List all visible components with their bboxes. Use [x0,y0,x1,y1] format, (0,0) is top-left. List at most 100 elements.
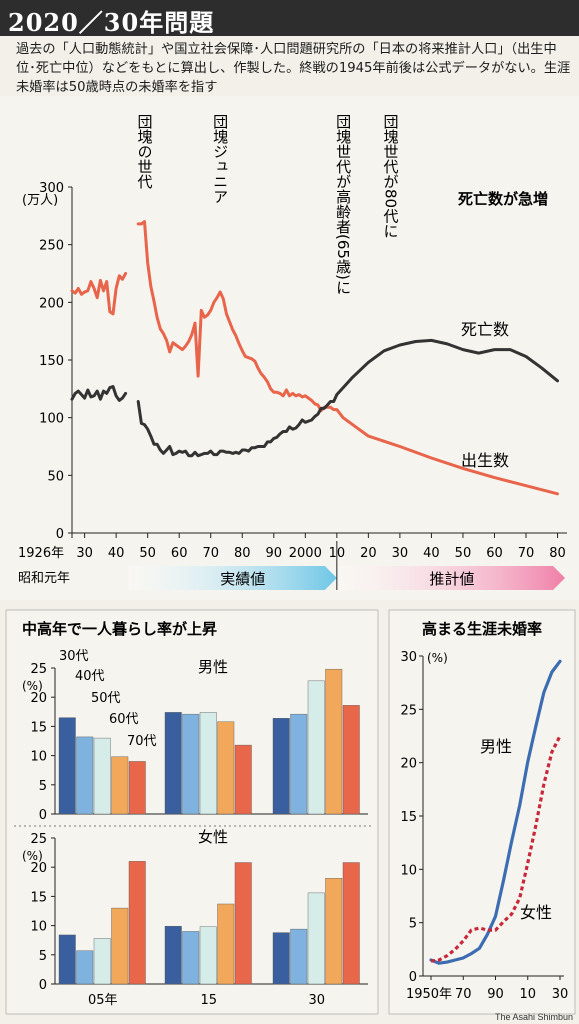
y-tick-label: 25 [30,832,47,847]
period-label-actual: 実績値 [220,570,265,588]
bar [58,934,76,985]
x-tick-label: 1926年 [18,546,64,561]
legend-label: 30代 [59,649,89,664]
series-line-female [430,735,562,963]
bar [307,892,325,985]
series-label-female: 女性 [520,903,552,922]
bar [272,932,290,985]
x-tick-label: 60 [486,546,503,561]
bar [182,931,200,985]
y-tick-label: 5 [39,779,47,794]
bar [76,950,94,985]
bar [234,862,252,985]
x-tick-label: 30 [552,987,569,1002]
chart-title: 死亡数が急増 [458,190,548,208]
y-unit-label: (%) [22,679,43,693]
main-chart-panel [0,96,579,600]
y-tick-label: 150 [39,354,64,369]
bar [164,925,182,985]
y-tick-label: 10 [30,920,47,935]
bar [93,737,111,815]
series-label-births: 出生数 [461,451,509,470]
bar [93,938,111,985]
bar [290,713,308,815]
annotation: 団塊世代が高齢者(65歳)に [334,114,352,295]
x-tick-label: 70 [518,546,535,561]
x-tick-label: 70 [202,546,219,561]
y-tick-label: 10 [30,750,47,765]
y-tick-label: 15 [30,720,47,735]
x-start-note: 昭和元年 [18,571,70,586]
credit: The Asahi Shimbun [494,1012,573,1022]
annotation: 団塊の世代 [136,114,154,190]
annotation: 団塊世代が80代に [381,114,399,238]
x-tick-label: 15 [200,993,217,1008]
x-tick-label: 80 [234,546,251,561]
period-label-forecast: 推計値 [429,570,474,588]
page-title: 2020／30年問題 [8,8,215,37]
x-tick-label: 50 [455,546,472,561]
description: 過去の「人口動態統計」や国立社会保障･人口問題研究所の「日本の将来推計人口」（出… [16,42,571,95]
bar [307,680,325,815]
chart-title: 中高年で一人暮らし率が上昇 [22,620,217,638]
y-tick-label: 200 [39,296,64,311]
bar [217,903,235,985]
bar [111,756,129,815]
y-tick-label: 20 [30,691,47,706]
bar [128,761,146,815]
x-tick-label: 50 [139,546,156,561]
period-band-forecast [338,566,565,590]
y-tick-label: 0 [56,527,64,542]
x-tick-label: 30 [76,546,93,561]
y-tick-label: 15 [30,890,47,905]
legend-label: 40代 [75,669,105,684]
y-unit-label: (%) [22,849,43,863]
bar [217,721,235,815]
legend-label: 60代 [109,712,139,727]
x-tick-label: 40 [108,546,125,561]
series-line-births [70,272,128,316]
x-tick-label: 90 [266,546,283,561]
unmarried-rate-chart: 高まる生涯未婚率 30 25 20 15 10 5 0 (%) 1950年 70 90 10 30 男性女… [388,609,576,1015]
bar [58,717,76,815]
bar [342,862,360,985]
birth-death-chart: 死亡数が急増 (万人) 昭和元年 300 250 200 150 100 50 0 1926年… [0,96,579,600]
legend-label: 50代 [91,691,121,706]
x-tick-label: 80 [549,546,566,561]
y-tick-label: 100 [39,412,64,427]
y-tick-label: 50 [47,469,64,484]
series-line-male [429,659,562,965]
bar [325,668,343,815]
y-tick-label: 30 [400,650,417,665]
x-tick-label: 60 [171,546,188,561]
series-label-male: 男性 [480,737,512,756]
y-tick-label: 20 [400,757,417,772]
y-tick-label: 0 [409,970,417,985]
series-line-deaths [136,338,559,458]
y-tick-label: 5 [409,917,417,932]
bar [325,878,343,985]
x-tick-label: 05年 [88,993,118,1008]
y-tick-label: 20 [30,861,47,876]
y-tick-label: 15 [400,810,417,825]
solo-living-chart: 中高年で一人暮らし率が上昇 25 20 15 10 5 0 (%) 男性 25 20 15 10 5 0 (… [5,609,379,1015]
legend-label: 70代 [127,734,157,749]
y-tick-label: 25 [30,662,47,677]
y-tick-label: 5 [39,949,47,964]
y-tick-label: 250 [39,239,64,254]
bar [234,744,252,815]
x-tick-label: 2000 [289,546,322,561]
bar [199,926,217,985]
bar [182,713,200,815]
series-label-deaths: 死亡数 [461,320,509,339]
period-band-actual [128,566,337,590]
x-tick-label: 10 [519,987,536,1002]
bar [272,718,290,815]
bar [199,712,217,815]
chart-title: 高まる生涯未婚率 [422,620,542,638]
x-tick-label: 1950年 [406,987,452,1002]
panel-label: 女性 [198,828,228,846]
bar [342,705,360,815]
y-tick-label: 0 [39,978,47,993]
panel-label: 男性 [198,658,228,676]
